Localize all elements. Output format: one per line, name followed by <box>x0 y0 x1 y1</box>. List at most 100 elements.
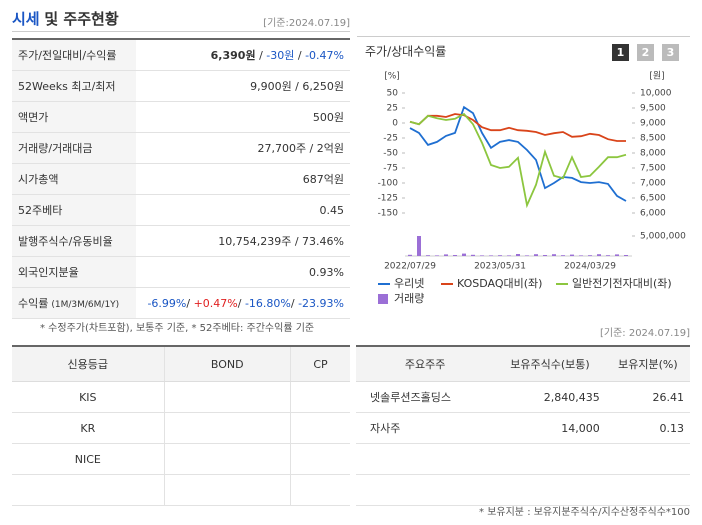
header-cell: 신용등급 <box>12 346 165 382</box>
row-label: 52주베타 <box>12 194 136 226</box>
header-cell: 보유지분(%) <box>605 346 690 382</box>
empty-row <box>12 474 350 506</box>
y2-tick-label: 8,500 <box>640 134 666 144</box>
volume-bar <box>498 255 502 256</box>
holder-cell: 2,840,435 <box>494 381 606 413</box>
tab-button[interactable] <box>662 44 679 61</box>
y-tick-label: -125 <box>378 194 398 204</box>
x-tick-label: 2022/07/29 <box>384 262 436 272</box>
empty-cell <box>164 474 291 506</box>
empty-cell <box>356 443 495 475</box>
holder-cell: 14,000 <box>494 412 606 444</box>
row-value: 10,754,239주 / 73.46% <box>136 225 350 257</box>
row-label: 액면가 <box>12 101 136 133</box>
volume-bar <box>435 255 439 256</box>
credit-row: NICE <box>12 443 350 475</box>
holders-footnote: * 보유지분 : 보유지분주식수/지수산정주식수*100 <box>479 507 690 518</box>
y2-tick-label: 7,000 <box>640 179 666 189</box>
row-label: 52Weeks 최고/최저 <box>12 70 136 102</box>
legend-label: 우리넷 <box>394 277 424 290</box>
credit-row: KR <box>12 412 350 444</box>
price-row: 발행주식수/유동비율 10,754,239주 / 73.46% <box>12 225 350 257</box>
price-row: 52Weeks 최고/최저 9,900원 / 6,250원 <box>12 70 350 102</box>
value-part: / <box>237 296 245 310</box>
value-part: +0.47% <box>193 296 238 310</box>
y-tick-label: 0 <box>392 119 398 129</box>
row-value: 500원 <box>136 101 350 133</box>
volume-bar <box>624 255 628 256</box>
header-cell: BOND <box>164 346 291 382</box>
value-part: 0.93% <box>309 265 344 279</box>
row-value: 6,390원 / -30원 / -0.47% <box>136 39 350 71</box>
line-series <box>409 105 627 202</box>
row-value: 0.93% <box>136 256 350 288</box>
chart-top-border <box>357 36 690 37</box>
price-row: 거래량/거래대금 27,700주 / 2억원 <box>12 132 350 164</box>
volume-tick-label: 5,000,000 <box>640 232 686 242</box>
row-label: 거래량/거래대금 <box>12 132 136 164</box>
title-rest: 및 주주현황 <box>44 10 119 28</box>
price-row: 액면가 500원 <box>12 101 350 133</box>
value-part: -6.99% <box>147 296 187 310</box>
volume-bar <box>570 254 574 256</box>
empty-cell <box>290 443 350 475</box>
row-label: 시가총액 <box>12 163 136 195</box>
value-part: / <box>290 296 299 310</box>
y2-tick-label: 10,000 <box>640 89 672 99</box>
price-row: 외국인지분율 0.93% <box>12 256 350 288</box>
agency: KR <box>12 412 165 444</box>
holder-cell: 0.13 <box>605 412 690 444</box>
chart-title: 주가/상대수익률 <box>365 45 446 59</box>
price-row: 수익률 (1M/3M/6M/1Y) -6.99%/ +0.47%/ -16.80%/… <box>12 287 350 319</box>
legend-label: 일반전기전자대비(좌) <box>572 276 672 290</box>
label-text: 수익률 <box>18 297 49 310</box>
label-text: 시가총액 <box>18 173 59 186</box>
empty-cell <box>605 443 690 475</box>
y-tick-label: -100 <box>378 179 399 189</box>
holder-cell: 26.41 <box>605 381 690 413</box>
tab-button[interactable] <box>637 44 654 61</box>
value-part: -0.47% <box>305 49 344 62</box>
volume-bar <box>480 255 484 256</box>
credit-row: KIS <box>12 381 350 413</box>
value-part: / <box>294 49 306 62</box>
x-tick-label: 2024/03/29 <box>564 262 616 272</box>
volume-bar <box>597 254 601 256</box>
label-text: 52주베타 <box>18 204 63 217</box>
label-text: 52Weeks 최고/최저 <box>18 80 116 93</box>
legend-label: KOSDAQ대비(좌) <box>457 277 542 290</box>
volume-bar <box>525 255 529 256</box>
value-part: 10,754,239주 / 73.46% <box>218 235 344 248</box>
tab-label: 2 <box>642 46 650 59</box>
section-title: 시세 및 주주현황 <box>12 8 119 29</box>
empty-cell <box>164 443 291 475</box>
volume-bar <box>471 254 475 256</box>
row-value: 687억원 <box>136 163 350 195</box>
empty-cell <box>494 443 606 475</box>
tab-label: 1 <box>617 46 625 59</box>
value-part: 687억원 <box>302 173 344 186</box>
label-text: 발행주식수/유동비율 <box>18 235 113 248</box>
header-cell: 보유주식수(보통) <box>494 346 606 382</box>
row-label: 주가/전일대비/수익률 <box>12 39 136 71</box>
tab-label: 3 <box>667 46 675 59</box>
label-text: 액면가 <box>18 111 49 124</box>
holder-cell: 자사주 <box>356 412 495 444</box>
row-value: 9,900원 / 6,250원 <box>136 70 350 102</box>
price-row: 시가총액 687억원 <box>12 163 350 195</box>
legend-swatch <box>378 294 388 304</box>
date: [기준:2024.07.19] <box>263 18 350 29</box>
label-text: 외국인지분율 <box>18 266 79 279</box>
volume-bar <box>444 254 448 256</box>
y2-tick-label: 9,500 <box>640 104 666 114</box>
empty-cell <box>164 412 291 444</box>
value-part: 500원 <box>312 111 344 124</box>
holders-table: 주요주주 보유주식수(보통) 보유지분(%) 넷솔루션즈홀딩스 2,840,435 26.… <box>356 345 690 506</box>
footnote: * 수정주가(차트포함), 보통주 기준, * 52주베타: 주간수익률 기준 <box>40 323 315 334</box>
price-row: 주가/전일대비/수익률 6,390원 / -30원 / -0.47% <box>12 39 350 71</box>
title-main: 시세 <box>12 10 40 28</box>
tab-button[interactable] <box>612 44 629 61</box>
line-series <box>409 113 626 142</box>
empty-cell <box>494 474 606 506</box>
